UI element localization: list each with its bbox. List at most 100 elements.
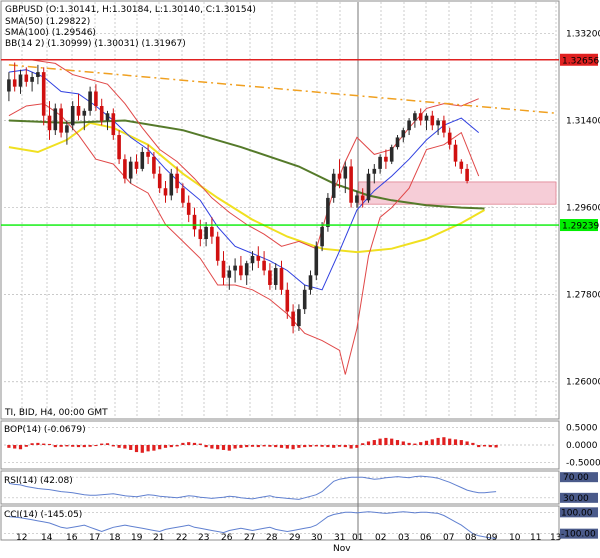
candle-body bbox=[163, 188, 168, 196]
bop-bar bbox=[424, 440, 429, 445]
bop-bar bbox=[175, 445, 179, 447]
highlight-zone[interactable] bbox=[358, 181, 557, 205]
x-tick-label: 22 bbox=[176, 533, 187, 543]
trendline bbox=[8, 64, 557, 115]
x-tick-label: 29 bbox=[289, 533, 301, 543]
bop-bar bbox=[407, 442, 411, 445]
candle-body bbox=[128, 161, 133, 179]
price-tick-label: 1.31400 bbox=[566, 117, 600, 127]
bop-bar bbox=[94, 445, 98, 447]
candle-body bbox=[447, 132, 452, 145]
price-level-tag bbox=[560, 53, 598, 66]
candle-body bbox=[94, 91, 98, 106]
candle-body bbox=[117, 135, 121, 160]
candle-body bbox=[320, 226, 324, 247]
price-pane bbox=[0, 0, 560, 420]
bop-bar bbox=[59, 445, 63, 447]
price-levels[interactable]: 1.32656 1.29239 bbox=[1, 53, 599, 232]
candle-body bbox=[41, 72, 46, 116]
candle-body bbox=[331, 173, 336, 198]
bop-bar bbox=[117, 445, 121, 448]
bop-bar bbox=[285, 445, 289, 449]
price-tick-label: 1.33200 bbox=[566, 29, 600, 39]
cci-title: CCI(14) (-145.05) bbox=[4, 510, 82, 520]
bop-bar bbox=[274, 445, 278, 448]
candle-body bbox=[465, 168, 469, 181]
candle-body bbox=[239, 265, 243, 276]
x-tick-label: 03 bbox=[398, 533, 409, 543]
candle-body bbox=[262, 260, 266, 271]
candle-body bbox=[227, 270, 232, 278]
candle-body bbox=[7, 79, 11, 92]
bop-bar bbox=[76, 445, 81, 448]
x-tick-label: 16 bbox=[66, 533, 78, 543]
bop-bar bbox=[413, 443, 417, 445]
bop-bar bbox=[471, 442, 475, 445]
candle-body bbox=[24, 74, 29, 82]
bb_outer-line bbox=[8, 103, 480, 375]
bop-bar bbox=[378, 438, 382, 445]
bop-bar bbox=[204, 445, 208, 448]
bop-bar bbox=[82, 445, 86, 448]
bop-bar bbox=[146, 445, 150, 452]
bop-bar bbox=[384, 437, 388, 445]
candle-body bbox=[378, 156, 382, 169]
bop-bar bbox=[482, 445, 487, 447]
candle-body bbox=[198, 229, 203, 240]
candle-body bbox=[279, 268, 284, 290]
candle-body bbox=[157, 173, 162, 189]
bop-bar bbox=[430, 439, 434, 445]
sma50-line bbox=[8, 121, 485, 254]
bop-bar bbox=[372, 440, 376, 445]
bop-bar bbox=[332, 445, 336, 448]
sma100-line bbox=[8, 119, 485, 210]
bop-title: BOP(14) (-0.0679) bbox=[4, 425, 86, 435]
bop-pane bbox=[0, 420, 560, 470]
x-tick-label: 13 bbox=[550, 533, 561, 543]
rsi-line bbox=[8, 475, 497, 500]
candle-body bbox=[30, 76, 34, 82]
candle-body bbox=[221, 260, 226, 278]
candle-body bbox=[430, 115, 435, 126]
candle-body bbox=[76, 106, 81, 116]
candle-body bbox=[308, 275, 313, 290]
bop-bar bbox=[477, 445, 481, 448]
bop-bar bbox=[349, 445, 353, 449]
bop-bar bbox=[192, 442, 197, 445]
bop-bar bbox=[337, 445, 342, 447]
rsi-tick-label: 70.00 bbox=[563, 473, 589, 483]
candle-body bbox=[175, 173, 179, 189]
sma50-legend: SMA(50) (1.29822) bbox=[5, 17, 90, 27]
bop-bar bbox=[65, 445, 69, 447]
price-tick-label: 1.29600 bbox=[566, 204, 600, 214]
candle-body bbox=[152, 156, 156, 174]
candle-body bbox=[36, 72, 40, 77]
bop-bar bbox=[361, 443, 365, 445]
bop-bar bbox=[233, 445, 237, 449]
candle-body bbox=[389, 147, 394, 162]
bop-bar bbox=[134, 445, 139, 453]
candle-body bbox=[82, 110, 87, 116]
bop-bar bbox=[366, 441, 371, 445]
bop-bar bbox=[343, 445, 347, 448]
x-tick-label: 10 bbox=[509, 533, 521, 543]
bop-bar bbox=[198, 443, 202, 445]
candle-body bbox=[65, 125, 69, 133]
candle-body bbox=[146, 151, 150, 157]
x-tick-label: 17 bbox=[89, 533, 100, 543]
candle-body bbox=[453, 144, 458, 162]
candle-body bbox=[349, 166, 353, 203]
candle-body bbox=[256, 255, 261, 261]
x-tick-label: 12 bbox=[16, 533, 27, 543]
bop-bar bbox=[53, 445, 57, 448]
candle-body bbox=[395, 137, 400, 148]
candle-body bbox=[12, 79, 17, 87]
x-tick-label: 21 bbox=[153, 533, 164, 543]
bop-bar bbox=[221, 445, 226, 450]
bop-tick-label: 0.5000 bbox=[566, 423, 598, 433]
candle-body bbox=[273, 268, 278, 285]
candle-body bbox=[401, 130, 406, 138]
candle-body bbox=[424, 115, 429, 121]
candle-body bbox=[268, 270, 272, 285]
